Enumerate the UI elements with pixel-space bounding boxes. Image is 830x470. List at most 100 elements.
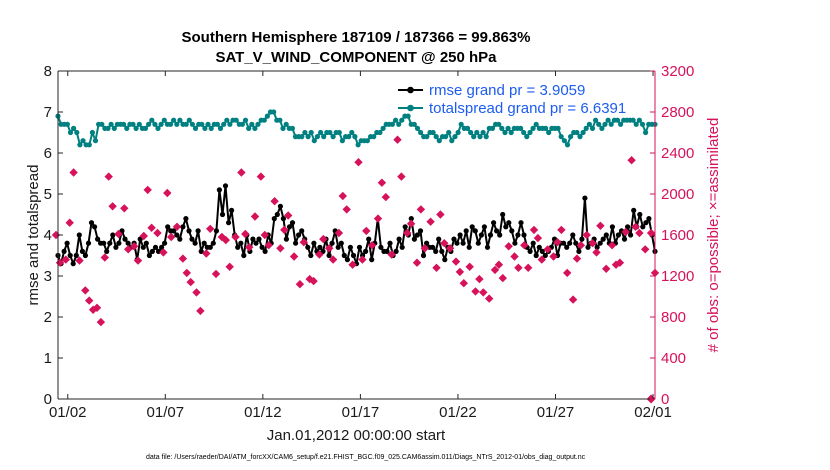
rmse-point-153 <box>521 232 527 238</box>
obs-assimilated-marker-15 <box>120 204 129 213</box>
totalspread-point-47 <box>202 125 208 131</box>
totalspread-point-84 <box>318 129 324 136</box>
rmse-point-156 <box>530 240 536 246</box>
obs-assimilated-marker-86 <box>465 262 474 271</box>
y-tick-label-right-1200: 1200 <box>661 268 694 285</box>
rmse-point-46 <box>195 228 201 234</box>
obs-assimilated-marker-73 <box>403 228 412 238</box>
totalspread-point-143 <box>502 129 508 136</box>
totalspread-point-31 <box>152 121 158 127</box>
totalspread-point-44 <box>192 125 199 131</box>
legend-marker-spread <box>407 104 414 112</box>
obs-assimilated-marker-4 <box>69 168 78 177</box>
y-tick-label-left-2: 2 <box>44 309 52 326</box>
rmse-point-90 <box>329 240 335 246</box>
rmse-point-35 <box>162 240 168 246</box>
rmse-point-191 <box>637 211 643 218</box>
obs-assimilated-marker-77 <box>420 244 429 253</box>
totalspread-point-134 <box>474 129 480 136</box>
rmse-point-116 <box>408 216 414 222</box>
rmse-point-79 <box>296 232 302 238</box>
totalspread-point-5 <box>71 125 77 131</box>
totalspread-point-126 <box>449 138 455 144</box>
totalspread-point-6 <box>74 129 80 136</box>
x-tick-label-2: 01/12 <box>244 404 282 421</box>
obs-assimilated-marker-113 <box>596 221 605 230</box>
rmse-point-47 <box>198 248 204 254</box>
totalspread-point-67 <box>264 113 270 119</box>
rmse-point-93 <box>338 240 344 246</box>
obs-assimilated-marker-114 <box>602 264 611 273</box>
obs-assimilated-marker-42 <box>250 212 260 221</box>
totalspread-point-153 <box>533 121 539 127</box>
obs-assimilated-marker-20 <box>143 185 152 195</box>
totalspread-point-141 <box>496 121 502 127</box>
rmse-point-160 <box>542 252 548 259</box>
obs-assimilated-marker-25 <box>167 232 176 242</box>
totalspread-point-61 <box>246 125 252 131</box>
obs-assimilated-marker-24 <box>163 188 172 198</box>
rmse-point-131 <box>454 240 460 246</box>
totalspread-point-52 <box>217 125 224 131</box>
y-tick-label-right-1600: 1600 <box>661 227 694 244</box>
totalspread-point-149 <box>521 129 527 136</box>
obs-assimilated-marker-89 <box>479 288 488 297</box>
rmse-point-134 <box>463 228 469 234</box>
rmse-point-83 <box>308 252 314 259</box>
totalspread-point-37 <box>171 117 177 123</box>
rmse-point-54 <box>219 211 226 218</box>
totalspread-point-125 <box>446 129 452 136</box>
y-tick-label-right-2000: 2000 <box>661 186 694 203</box>
rmse-point-12 <box>92 224 98 230</box>
totalspread-point-135 <box>477 134 483 140</box>
obs-assimilated-marker-101 <box>537 255 546 264</box>
rmse-point-32 <box>152 244 159 250</box>
y-tick-label-left-5: 5 <box>44 186 52 203</box>
totalspread-point-41 <box>183 121 189 127</box>
rmse-point-114 <box>402 224 408 230</box>
rmse-point-133 <box>460 240 466 246</box>
rmse-point-118 <box>414 232 420 238</box>
rmse-point-4 <box>67 252 73 259</box>
totalspread-point-48 <box>205 121 211 127</box>
totalspread-point-161 <box>558 134 564 140</box>
rmse-point-172 <box>579 236 585 242</box>
rmse-point-120 <box>420 252 427 259</box>
obs-assimilated-marker-60 <box>338 191 347 201</box>
obs-assimilated-marker-103 <box>549 252 558 261</box>
rmse-point-86 <box>317 244 323 250</box>
totalspread-point-148 <box>518 125 524 131</box>
rmse-point-194 <box>646 216 652 222</box>
rmse-point-138 <box>475 240 481 246</box>
rmse-point-101 <box>363 248 369 254</box>
obs-assimilated-marker-87 <box>471 287 480 296</box>
obs-assimilated-marker-88 <box>475 274 484 284</box>
totalspread-point-103 <box>377 129 383 136</box>
rmse-point-2 <box>61 248 67 254</box>
obs-assimilated-marker-39 <box>237 168 246 177</box>
totalspread-point-152 <box>530 125 536 131</box>
obs-assimilated-marker-75 <box>412 258 422 267</box>
obs-assimilated-marker-12 <box>104 172 113 181</box>
obs-assimilated-marker-51 <box>295 280 305 289</box>
rmse-point-124 <box>433 248 439 254</box>
totalspread-point-64 <box>255 121 261 127</box>
rmse-point-155 <box>527 248 533 254</box>
rmse-point-189 <box>631 207 637 213</box>
totalspread-point-185 <box>633 121 639 127</box>
rmse-point-99 <box>356 244 363 250</box>
totalspread-point-114 <box>411 121 417 127</box>
totalspread-point-16 <box>105 125 111 131</box>
obs-assimilated-marker-44 <box>260 230 269 240</box>
y-tick-label-right-800: 800 <box>661 309 686 326</box>
rmse-point-72 <box>274 211 280 218</box>
obs-assimilated-marker-104 <box>553 238 562 247</box>
totalspread-point-168 <box>580 129 586 136</box>
totalspread-point-187 <box>639 121 646 127</box>
rmse-point-10 <box>85 240 92 246</box>
obs-assimilated-marker-97 <box>520 241 529 250</box>
rmse-point-126 <box>439 248 445 254</box>
obs-assimilated-marker-74 <box>406 219 416 228</box>
x-tick-label-5: 01/27 <box>537 404 575 421</box>
totalspread-point-17 <box>108 121 114 127</box>
